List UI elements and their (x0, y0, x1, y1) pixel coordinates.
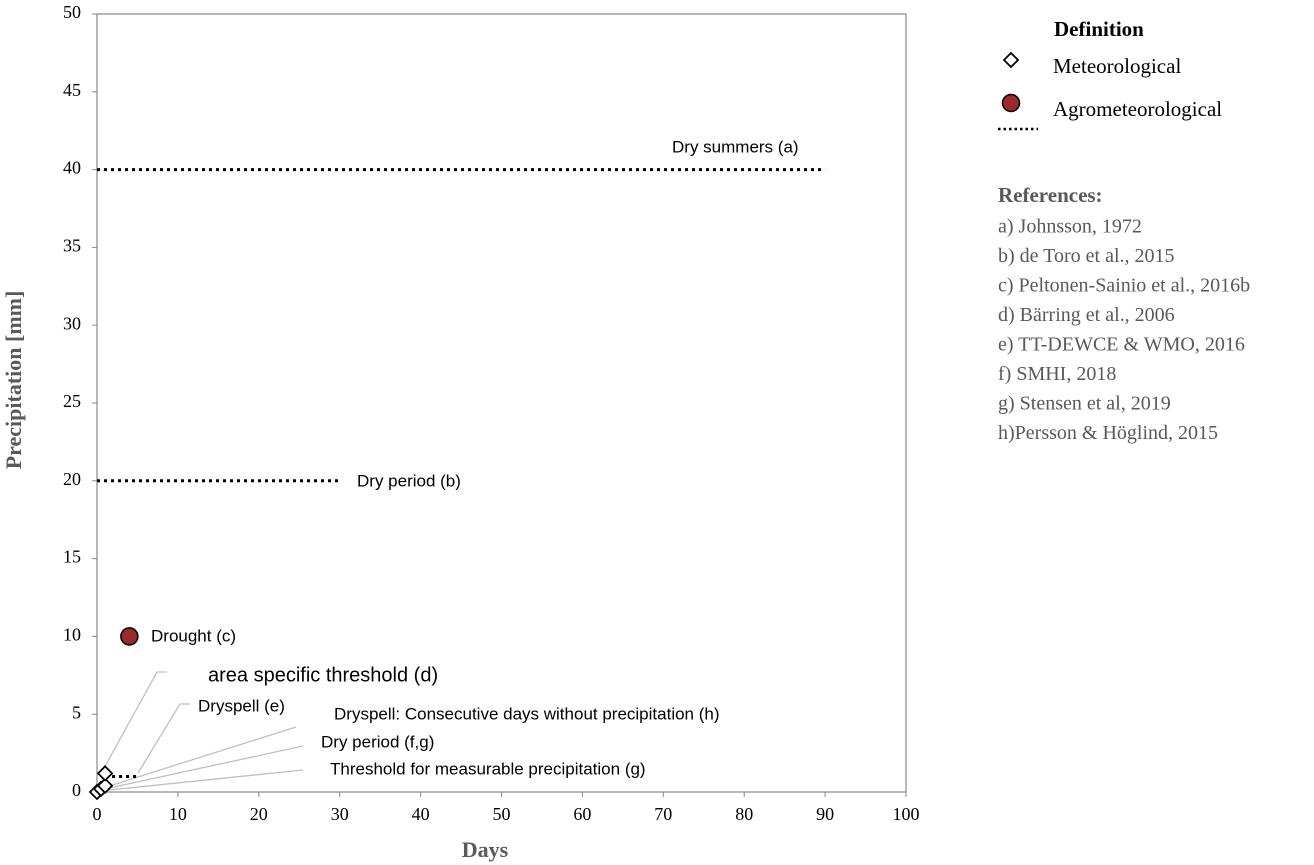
x-tick-label: 80 (735, 804, 753, 824)
reference-item: e) TT-DEWCE & WMO, 2016 (998, 334, 1245, 356)
leader-lines (99, 671, 304, 792)
legend-label: Meteorological (1053, 54, 1181, 78)
y-axis-label: Precipitation [mm] (1, 291, 26, 470)
reference-item: d) Bärring et al., 2006 (998, 304, 1175, 326)
x-tick-label: 60 (573, 804, 591, 824)
x-tick-label: 90 (816, 804, 834, 824)
reference-item: b) de Toro et al., 2015 (998, 245, 1175, 267)
annotation: Threshold for measurable precipitation (… (330, 759, 646, 778)
x-tick-label: 50 (493, 804, 511, 824)
y-tick-label: 40 (63, 158, 81, 178)
data-point (96, 765, 114, 782)
legend-marker (1001, 93, 1021, 113)
leader-line (137, 703, 190, 774)
x-tick-label: 20 (250, 804, 268, 824)
leader-line (99, 769, 304, 792)
reference-item: f) SMHI, 2018 (998, 363, 1116, 385)
x-tick-label: 100 (893, 804, 920, 824)
annotation: Dry period (b) (357, 471, 461, 490)
reference-item: g) Stensen et al, 2019 (998, 393, 1171, 415)
y-tick-label: 20 (63, 469, 81, 489)
annotation: area specific threshold (d) (208, 664, 438, 686)
leader-line (102, 671, 167, 771)
leader-line (99, 745, 304, 791)
x-tick-label: 40 (412, 804, 430, 824)
reference-item: h)Persson & Höglind, 2015 (998, 422, 1218, 444)
x-tick-label: 70 (654, 804, 672, 824)
leader-line (99, 726, 297, 790)
annotation: Dryspell (e) (198, 696, 285, 715)
y-tick-label: 30 (63, 313, 81, 333)
data-point (96, 777, 114, 795)
y-tick-label: 10 (63, 625, 81, 645)
legend-title: Definition (1054, 17, 1144, 41)
data-point (120, 627, 139, 646)
annotation: Dry period (f,g) (321, 732, 434, 751)
x-tick-label: 30 (331, 804, 349, 824)
x-axis-label: Days (462, 837, 509, 862)
reference-item: c) Peltonen-Sainio et al., 2016b (998, 275, 1250, 297)
y-tick-label: 15 (63, 547, 81, 567)
references-title: References: (998, 183, 1103, 207)
y-tick-label: 50 (63, 2, 81, 22)
reference-item: a) Johnsson, 1972 (998, 216, 1142, 238)
y-tick-label: 5 (72, 702, 81, 722)
legend-label: Agrometeorological (1053, 97, 1222, 121)
annotation: Drought (c) (151, 626, 236, 645)
y-tick-label: 25 (63, 391, 81, 411)
y-tick-label: 45 (63, 80, 81, 100)
x-tick-label: 0 (93, 804, 102, 824)
y-tick-label: 0 (72, 780, 81, 800)
annotation: Dryspell: Consecutive days without preci… (334, 704, 720, 723)
legend-marker (1002, 51, 1020, 69)
annotation: Dry summers (a) (672, 137, 799, 156)
y-tick-label: 35 (63, 236, 81, 256)
x-tick-label: 10 (169, 804, 187, 824)
